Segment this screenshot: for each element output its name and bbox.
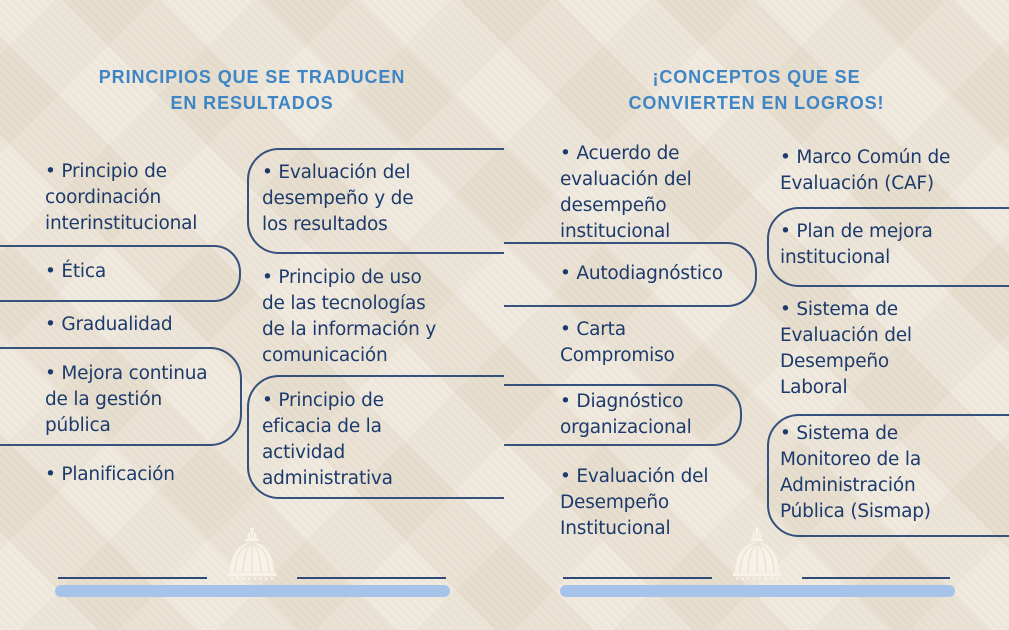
item-sismap: • Sistema de Monitoreo de la Administrac… <box>780 423 931 522</box>
box-etica <box>0 245 241 302</box>
right-slide-title: ¡CONCEPTOS QUE SE CONVIERTEN EN LOGROS! <box>628 67 885 113</box>
box-evaluacion-desempeno-resultados <box>247 148 504 254</box>
item-gradualidad: • Gradualidad <box>45 314 173 335</box>
box-sismap <box>767 414 1009 537</box>
item-principio-coordinacion: • Principio de coordinación interinstitu… <box>45 161 198 234</box>
item-evaluacion-desempeno-resultados: • Evaluación del desempeño y de los resu… <box>262 162 414 235</box>
divider-line-left <box>563 577 712 579</box>
item-evaluacion-desempeno-institucional: • Evaluación del Desempeño Institucional <box>560 466 709 539</box>
item-etica: • Ética <box>45 261 106 282</box>
item-diagnostico-organizacional: • Diagnóstico organizacional <box>560 391 692 438</box>
item-marco-comun-caf: • Marco Común de Evaluación (CAF) <box>780 147 951 194</box>
palace-dome-icon <box>732 527 782 580</box>
box-eficacia-administrativa <box>247 375 504 499</box>
divider-line-left <box>58 577 207 579</box>
palace-dome-icon <box>227 527 277 580</box>
item-carta-compromiso: • Carta Compromiso <box>560 319 675 366</box>
item-mejora-continua: • Mejora continua de la gestión pública <box>45 363 208 436</box>
box-plan-mejora <box>767 207 1009 287</box>
divider-bar <box>560 585 955 597</box>
box-mejora-continua <box>0 347 242 446</box>
item-autodiagnostico: • Autodiagnóstico <box>560 263 723 284</box>
item-planificacion: • Planificación <box>45 464 175 485</box>
item-acuerdo-evaluacion: • Acuerdo de evaluación del desempeño in… <box>560 143 692 242</box>
divider-line-right <box>802 577 950 579</box>
item-uso-tecnologias: • Principio de uso de las tecnologías de… <box>262 267 437 366</box>
slide-principios: PRINCIPIOS QUE SE TRADUCEN EN RESULTADOS… <box>0 0 504 630</box>
box-diagnostico-organizacional <box>504 384 742 446</box>
item-eficacia-administrativa: • Principio de eficacia de la actividad … <box>262 390 393 489</box>
left-slide-title: PRINCIPIOS QUE SE TRADUCEN EN RESULTADOS <box>98 67 406 113</box>
item-sistema-evaluacion-laboral: • Sistema de Evaluación del Desempeño La… <box>780 299 912 398</box>
box-autodiagnostico <box>504 242 757 307</box>
slide-conceptos: ¡CONCEPTOS QUE SE CONVIERTEN EN LOGROS! … <box>504 0 1009 630</box>
item-plan-mejora: • Plan de mejora institucional <box>780 221 933 268</box>
divider-line-right <box>297 577 446 579</box>
divider-bar <box>55 585 450 597</box>
